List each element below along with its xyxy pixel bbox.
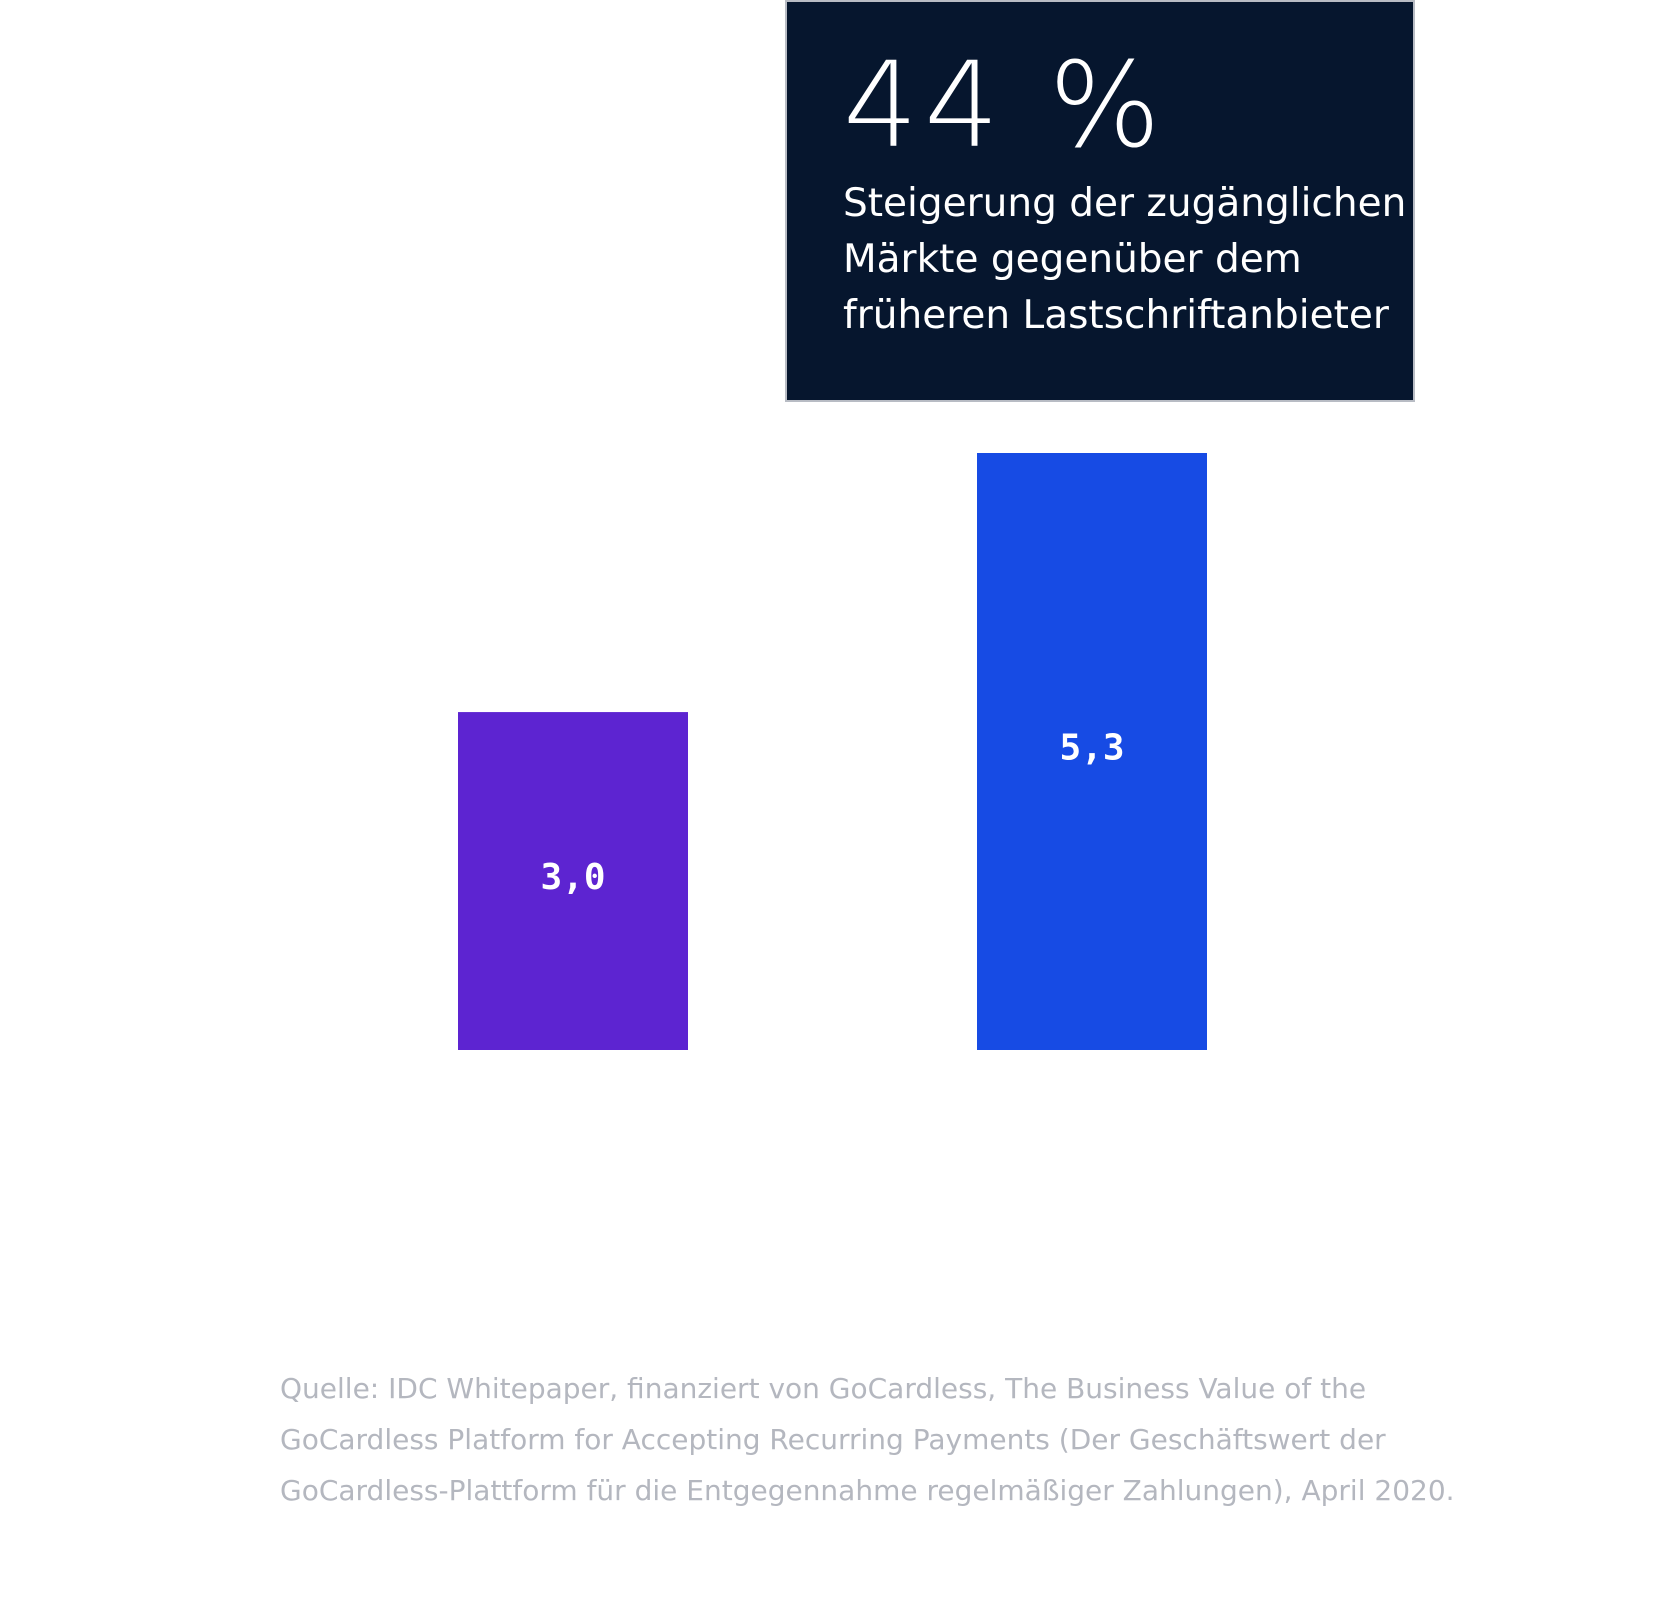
source-note: Quelle: IDC Whitepaper, finanziert von G…	[280, 1363, 1540, 1516]
bar-2	[977, 453, 1207, 1050]
callout-line-1: Steigerung der zugänglichen	[843, 181, 1407, 226]
callout-value: 44 %	[843, 36, 1167, 174]
bar-value-label-2: 5,3	[1059, 728, 1124, 769]
callout-line-2: Märkte gegenüber dem	[843, 237, 1302, 282]
source-line-2: GoCardless Platform for Accepting Recurr…	[280, 1423, 1386, 1456]
highlight-callout: 44 % Steigerung der zugänglichen Märkte …	[785, 0, 1415, 402]
bar-1	[458, 712, 688, 1050]
bar-value-label-1: 3,0	[540, 857, 605, 898]
source-line-1: Quelle: IDC Whitepaper, finanziert von G…	[280, 1372, 1367, 1405]
source-line-3: GoCardless-Plattform für die Entgegennah…	[280, 1474, 1455, 1507]
callout-description: Steigerung der zugänglichen Märkte gegen…	[843, 176, 1407, 344]
callout-line-3: früheren Lastschriftanbieter	[843, 293, 1389, 338]
